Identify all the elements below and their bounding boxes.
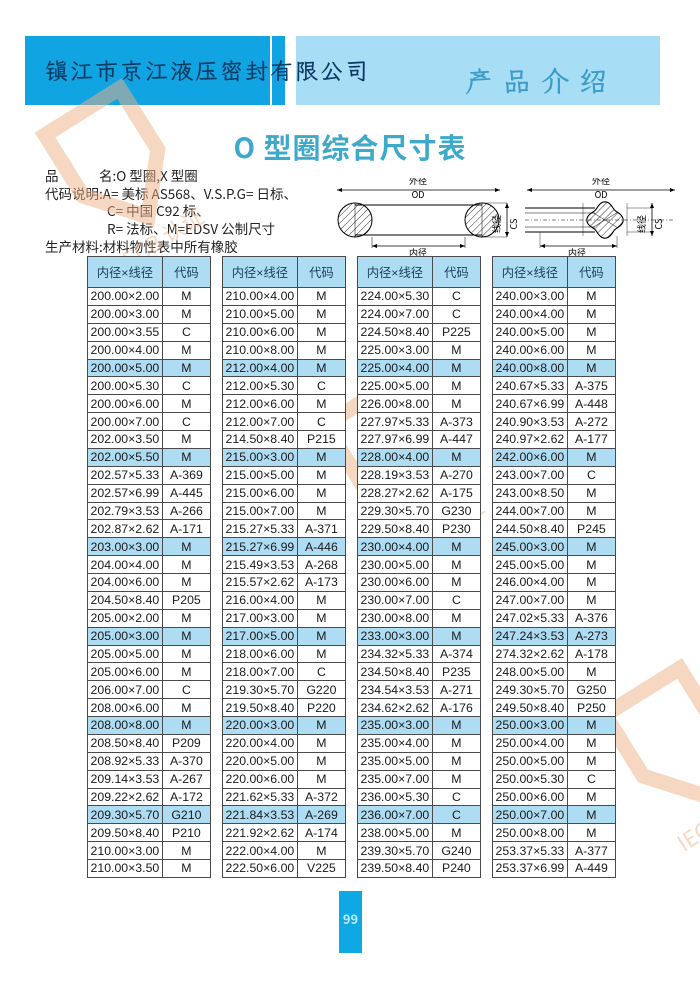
svg-text:OD: OD — [412, 188, 425, 201]
svg-text:外径: 外径 — [592, 178, 610, 187]
svg-text:线径: 线径 — [490, 215, 503, 233]
svg-text:外径: 外径 — [409, 178, 427, 187]
svg-text:CS: CS — [652, 219, 665, 230]
svg-text:线径: 线径 — [635, 215, 648, 233]
svg-text:OD: OD — [595, 188, 608, 201]
svg-text:CS: CS — [507, 219, 520, 230]
